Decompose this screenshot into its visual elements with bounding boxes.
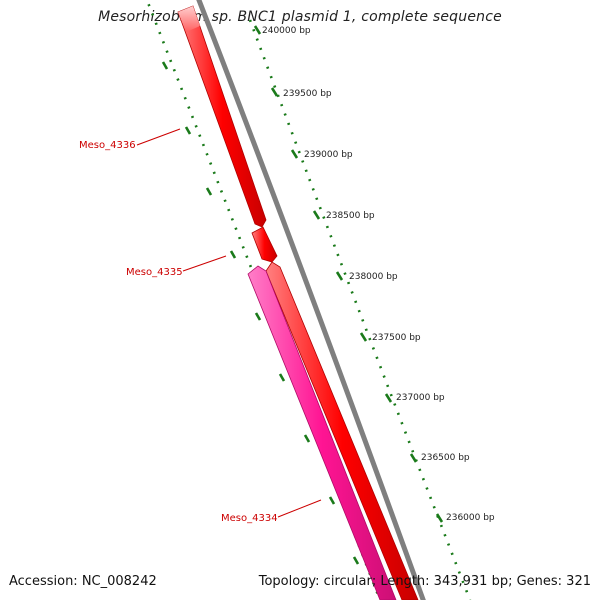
tick-label-236000: 236000 bp — [446, 513, 495, 523]
tick-label-238000: 238000 bp — [349, 272, 398, 282]
outer-tick-ruler — [248, 19, 472, 600]
gene-meso-4335-arrow[interactable] — [251, 226, 278, 263]
map-title: Mesorhizobium sp. BNC1 plasmid 1, comple… — [98, 9, 502, 25]
gene-label-leaders — [136, 128, 322, 518]
tick-label-239000: 239000 bp — [304, 150, 353, 160]
tick-label-237000: 237000 bp — [396, 393, 445, 403]
topology-summary: Topology: circular; Length: 343,931 bp; … — [258, 574, 591, 589]
tick-label-236500: 236500 bp — [421, 453, 470, 463]
major-tick-marks — [253, 25, 444, 523]
gene-label-meso-4336[interactable]: Meso_4336 — [79, 140, 136, 151]
gene-label-meso-4334[interactable]: Meso_4334 — [221, 513, 278, 524]
sequence-backbone — [196, 0, 426, 600]
gene-fade-cap — [178, 6, 200, 32]
gene-label-meso-4335[interactable]: Meso_4335 — [126, 267, 183, 278]
accession-label: Accession: NC_008242 — [9, 574, 157, 589]
inner-major-tick-marks — [161, 61, 360, 565]
tick-label-238500: 238500 bp — [326, 211, 375, 221]
tick-label-239500: 239500 bp — [283, 89, 332, 99]
gene-forward-long-arrow[interactable] — [265, 261, 419, 600]
tick-label-237500: 237500 bp — [372, 333, 421, 343]
tick-label-240000: 240000 bp — [262, 26, 311, 36]
gene-meso-4334-arrow[interactable] — [247, 265, 397, 600]
